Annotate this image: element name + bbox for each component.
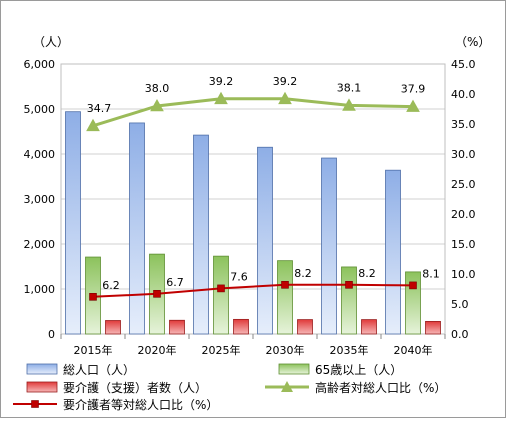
series-line <box>92 97 414 128</box>
data-label: 7.6 <box>230 270 248 283</box>
labels-layer: 34.7 38.0 39.2 39.2 38.1 37.9 6.2 6.7 7.6 8.2 8.2 8… <box>87 75 440 292</box>
legend-label: 65歳以上（人） <box>315 363 402 377</box>
line-marker <box>342 98 356 111</box>
legend-marker <box>31 400 39 408</box>
right-tick-label: 15.0 <box>451 238 476 251</box>
bar <box>129 122 145 335</box>
category-label: 2015年 <box>74 343 113 357</box>
data-label: 8.1 <box>422 267 440 280</box>
left-tick-label: 3,000 <box>24 193 56 206</box>
category-label: 2025年 <box>202 343 241 357</box>
bar <box>257 146 273 335</box>
bar <box>193 134 209 335</box>
data-label: 6.7 <box>166 276 184 289</box>
bars-layer <box>65 111 441 335</box>
data-label: 34.7 <box>87 102 112 115</box>
data-label: 38.0 <box>145 82 170 95</box>
grid-layer <box>60 63 446 335</box>
right-tick-label: 25.0 <box>451 178 476 191</box>
line-marker <box>406 99 420 112</box>
left-tick-label: 0 <box>48 328 55 341</box>
lines-layer <box>86 91 420 301</box>
bar <box>297 319 313 335</box>
data-label: 8.2 <box>294 267 312 280</box>
bar <box>425 320 441 335</box>
line-marker <box>281 280 289 289</box>
left-tick-label: 6,000 <box>24 58 56 71</box>
legend-label: 要介護者等対総人口比（%） <box>63 397 218 412</box>
bar <box>169 319 185 335</box>
right-tick-label: 10.0 <box>451 268 476 281</box>
bar <box>65 111 81 335</box>
line-marker <box>345 280 353 289</box>
line-marker <box>150 98 164 112</box>
legend: 総人口（人） 65歳以上（人） 要介護（支援）者数（人） 高齢者対総人口比（%） 要介護… <box>13 363 446 412</box>
bar <box>405 271 421 335</box>
right-tick-label: 0.0 <box>451 328 469 341</box>
right-axis-unit: （%） <box>455 35 490 49</box>
right-tick-label: 5.0 <box>451 298 469 311</box>
category-label: 2030年 <box>266 343 305 357</box>
legend-label: 総人口（人） <box>63 363 135 377</box>
data-label: 39.2 <box>209 75 234 88</box>
series-line <box>92 283 414 298</box>
line-marker <box>278 91 292 105</box>
bar <box>321 157 337 335</box>
legend-marker <box>281 381 293 392</box>
data-label: 39.2 <box>273 75 298 88</box>
line-marker <box>409 281 417 290</box>
left-tick-label: 2,000 <box>24 238 56 251</box>
bar <box>385 169 401 335</box>
bar <box>277 260 293 335</box>
data-label: 8.2 <box>358 267 376 280</box>
left-tick-label: 1,000 <box>24 283 56 296</box>
category-label: 2020年 <box>138 343 177 357</box>
line-marker <box>86 118 100 132</box>
legend-label: 要介護（支援）者数（人） <box>63 380 207 395</box>
legend-swatch <box>26 363 58 375</box>
legend-swatch <box>26 381 58 393</box>
line-marker <box>214 91 228 105</box>
bar <box>361 319 377 335</box>
line-marker <box>89 292 97 301</box>
data-label: 6.2 <box>102 279 120 292</box>
right-tick-label: 40.0 <box>451 88 476 101</box>
left-tick-label: 4,000 <box>24 148 56 161</box>
legend-label: 高齢者対総人口比（%） <box>315 380 446 395</box>
left-axis-unit: （人） <box>33 35 69 49</box>
line-marker <box>153 289 161 298</box>
bar <box>341 266 357 335</box>
data-label: 37.9 <box>401 83 426 96</box>
bar <box>233 318 249 335</box>
axes-layer: （人） （%） 0 1,000 2,000 3,000 4,000 5,000 6,000 0… <box>24 35 491 357</box>
right-tick-label: 30.0 <box>451 148 476 161</box>
category-label: 2040年 <box>394 343 433 357</box>
right-tick-label: 35.0 <box>451 118 476 131</box>
bar <box>213 255 229 335</box>
line-marker <box>217 284 225 293</box>
left-tick-label: 5,000 <box>24 103 56 116</box>
right-tick-label: 20.0 <box>451 208 476 221</box>
legend-swatch <box>278 363 310 375</box>
bar <box>105 320 121 335</box>
data-label: 38.1 <box>337 81 362 94</box>
category-label: 2035年 <box>330 343 369 357</box>
right-tick-label: 45.0 <box>451 58 476 71</box>
